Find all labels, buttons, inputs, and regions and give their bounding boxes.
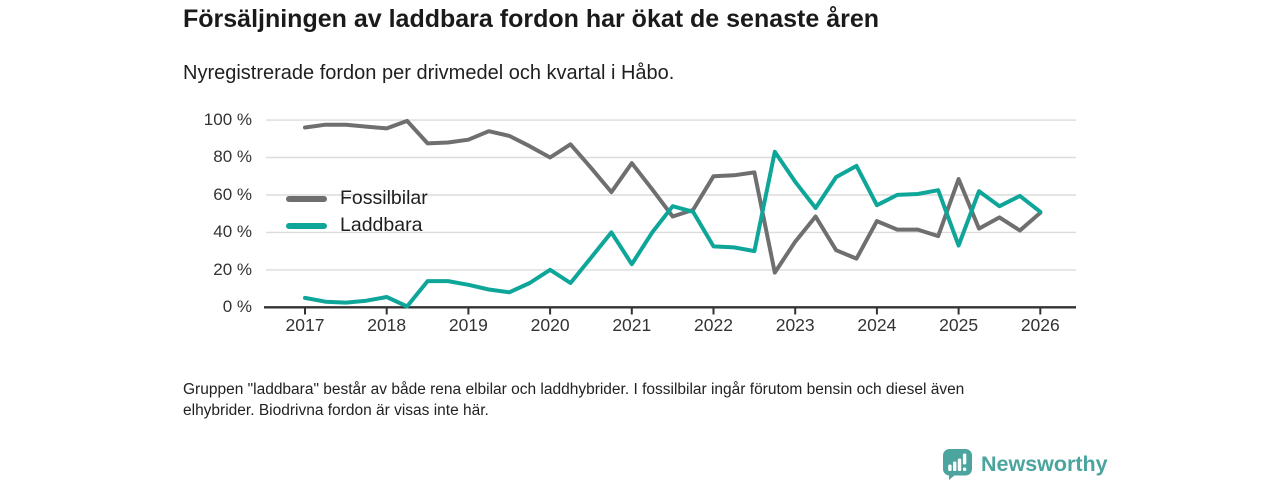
x-axis-label-2018: 2018 <box>367 315 407 335</box>
newsworthy-bar-chart-bubble-icon <box>943 449 972 480</box>
laddbara-label: Laddbara <box>340 214 423 236</box>
x-axis <box>264 306 1076 315</box>
footnote-line-2: elhybrider. Biodrivna fordon är visas in… <box>183 402 489 419</box>
y-axis-label-60: 60 % <box>213 185 252 204</box>
x-axis-label-2019: 2019 <box>448 315 488 335</box>
legend-item-laddbara: Laddbara <box>286 212 428 239</box>
laddbara-swatch <box>286 222 327 229</box>
chart-title: Försäljningen av laddbara fordon har öka… <box>183 5 880 33</box>
y-axis-label-100: 100 % <box>203 110 252 129</box>
y-axis-label-80: 80 % <box>213 147 252 166</box>
fossilbilar-line <box>303 118 1043 275</box>
legend-item-fossilbilar: Fossilbilar <box>286 185 428 212</box>
x-axis-label-2023: 2023 <box>775 315 815 335</box>
x-axis-label-2022: 2022 <box>694 315 733 335</box>
x-axis-label-2017: 2017 <box>285 315 325 335</box>
fossilbilar-label: Fossilbilar <box>340 187 428 209</box>
x-axis-label-2025: 2025 <box>939 315 979 335</box>
laddbara-line <box>303 149 1043 309</box>
fossilbilar-swatch <box>286 195 327 202</box>
footnote-line-1: Gruppen "laddbara" består av både rena e… <box>183 381 965 398</box>
y-axis-label-0: 0 % <box>222 297 252 316</box>
y-axis-label-40: 40 % <box>213 222 252 241</box>
footnote: Gruppen "laddbara" består av både rena e… <box>183 379 1083 421</box>
x-axis-label-2021: 2021 <box>612 315 652 335</box>
x-axis-label-2020: 2020 <box>530 315 570 335</box>
x-axis-label-2026: 2026 <box>1020 315 1060 335</box>
chart-subtitle: Nyregistrerade fordon per drivmedel och … <box>183 62 675 84</box>
newsworthy-wordmark: Newsworthy <box>981 452 1108 476</box>
legend: Fossilbilar Laddbara <box>286 185 428 239</box>
newsworthy-logo: Newsworthy <box>942 448 1108 481</box>
x-axis-label-2024: 2024 <box>857 315 897 335</box>
y-axis-label-20: 20 % <box>213 260 252 279</box>
